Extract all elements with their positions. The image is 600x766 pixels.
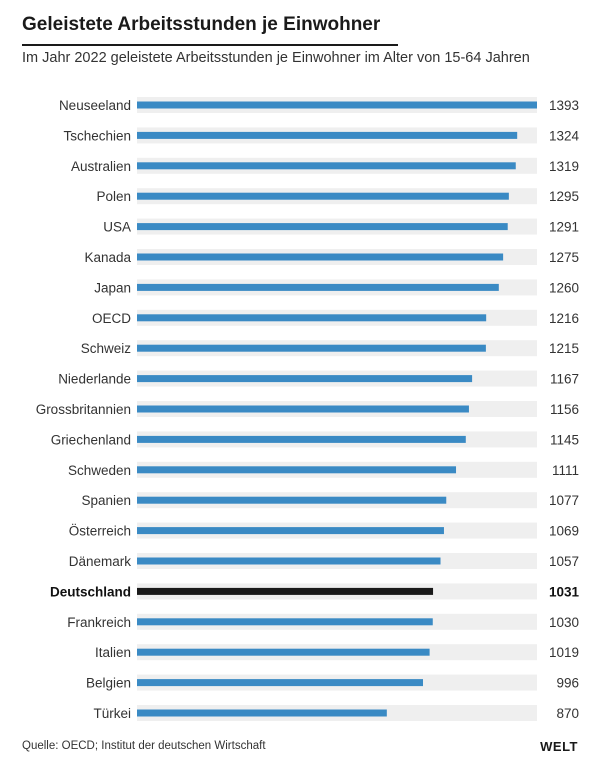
welt-logo: WELT	[540, 739, 578, 754]
bar-tschechien	[137, 131, 518, 139]
category-label: Belgien	[86, 676, 131, 691]
bar-frankreich	[137, 618, 433, 626]
title-underline	[22, 44, 398, 46]
value-label: 1145	[550, 432, 579, 447]
value-label: 996	[556, 676, 579, 691]
category-label: Niederlande	[58, 372, 131, 387]
value-label: 1275	[549, 250, 579, 265]
value-label: 1156	[550, 402, 579, 417]
bar-türkei	[137, 709, 387, 717]
category-label: Tschechien	[63, 128, 131, 143]
value-label: 1031	[549, 584, 580, 599]
bar-kanada	[137, 253, 504, 261]
chart-title: Geleistete Arbeitsstunden je Einwohner	[22, 14, 381, 35]
category-label: Kanada	[84, 250, 131, 265]
bar-chart: Neuseeland 1393 Tschechien 1324 Australien 13…	[36, 97, 580, 721]
value-label: 1019	[549, 645, 579, 660]
bar-grossbritannien	[137, 405, 469, 413]
category-label: Japan	[94, 280, 131, 295]
value-label: 1069	[549, 524, 579, 539]
category-label: USA	[103, 220, 131, 235]
value-label: 1319	[549, 159, 579, 174]
bar-griechenland	[137, 435, 466, 443]
bar-usa	[137, 223, 508, 231]
bar-belgien	[137, 679, 424, 687]
value-label: 1295	[549, 189, 579, 204]
value-label: 1111	[552, 463, 579, 478]
bar-japan	[137, 283, 499, 291]
category-label: Griechenland	[51, 432, 131, 447]
bar-österreich	[137, 527, 444, 535]
bar-polen	[137, 192, 509, 200]
category-label: Dänemark	[69, 554, 132, 569]
bar-deutschland	[137, 587, 434, 595]
value-label: 870	[556, 706, 579, 721]
bar-italien	[137, 648, 430, 656]
bar-spanien	[137, 496, 447, 504]
category-label: OECD	[92, 311, 131, 326]
value-label: 1291	[549, 220, 579, 235]
value-label: 1216	[549, 311, 579, 326]
value-label: 1215	[549, 341, 579, 356]
category-label: Australien	[71, 159, 131, 174]
category-label: Neuseeland	[59, 98, 131, 113]
value-label: 1077	[549, 493, 579, 508]
category-label: Grossbritannien	[36, 402, 131, 417]
category-label: Italien	[95, 645, 131, 660]
value-label: 1324	[549, 128, 580, 143]
category-label: Türkei	[93, 706, 131, 721]
bar-dänemark	[137, 557, 441, 565]
bar-australien	[137, 162, 516, 170]
category-label: Österreich	[69, 524, 131, 539]
value-label: 1057	[549, 554, 579, 569]
bar-schweden	[137, 466, 457, 474]
category-label: Frankreich	[67, 615, 131, 630]
category-label: Polen	[96, 189, 131, 204]
bar-schweiz	[137, 344, 486, 352]
value-label: 1167	[550, 372, 579, 387]
category-label: Deutschland	[50, 584, 131, 599]
category-label: Schweiz	[81, 341, 132, 356]
source-note: Quelle: OECD; Institut der deutschen Wir…	[22, 740, 266, 752]
category-label: Schweden	[68, 463, 131, 478]
value-label: 1030	[549, 615, 579, 630]
value-label: 1260	[549, 280, 579, 295]
bar-neuseeland	[137, 101, 537, 109]
bar-oecd	[137, 314, 487, 322]
category-label: Spanien	[81, 493, 131, 508]
value-label: 1393	[549, 98, 579, 113]
bar-niederlande	[137, 375, 473, 383]
chart-subtitle: Im Jahr 2022 geleistete Arbeitsstunden j…	[22, 50, 530, 66]
